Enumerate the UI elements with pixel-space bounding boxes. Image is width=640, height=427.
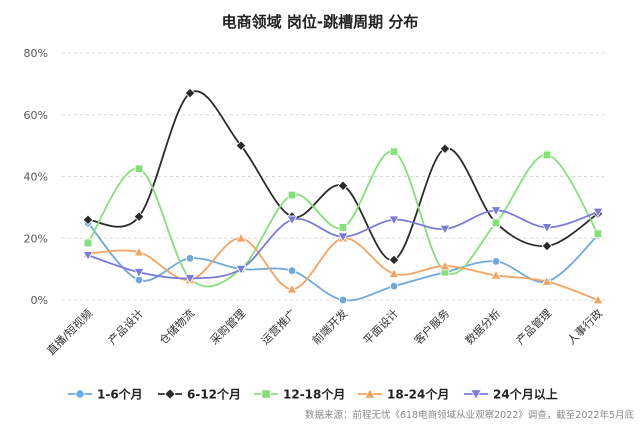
y-tick-label: 0%: [31, 294, 48, 307]
x-tick-label: 采购管理: [207, 306, 248, 347]
data-point: [338, 295, 348, 305]
series-1-6个月: [83, 218, 603, 305]
data-point: [83, 238, 93, 248]
legend-label: 24个月以上: [493, 387, 558, 402]
legend: 1-6个月 6-12个月 12-18个月 18-24个月 24个月以上: [68, 387, 558, 402]
data-point: [388, 268, 400, 278]
legend-label: 18-24个月: [387, 387, 449, 402]
legend-item: 1-6个月: [68, 387, 143, 402]
x-tick-label: 产品设计: [105, 306, 146, 347]
data-point: [541, 240, 553, 252]
data-point: [592, 294, 604, 305]
y-tick-label: 80%: [24, 47, 48, 60]
data-point: [490, 206, 502, 217]
legend-item: 18-24个月: [358, 387, 449, 402]
data-point: [337, 180, 349, 192]
x-tick-label: 客户服务: [411, 306, 452, 347]
data-point: [389, 281, 399, 291]
chart-title: 电商领域 岗位-跳槽周期 分布: [222, 13, 419, 31]
x-tick-label: 人事行政: [564, 306, 605, 347]
data-point: [439, 260, 451, 271]
data-point: [592, 207, 604, 218]
data-point: [286, 283, 298, 294]
data-point: [184, 87, 196, 99]
legend-marker: [75, 389, 85, 399]
series-24个月以上: [82, 206, 604, 285]
data-point: [286, 215, 298, 226]
x-tick-label: 仓储物流: [156, 306, 197, 347]
grid: [62, 52, 604, 301]
legend-label: 12-18个月: [283, 387, 345, 402]
x-tick-label: 平面设计: [361, 307, 401, 347]
series-18-24个月: [82, 232, 604, 305]
legend-marker: [164, 388, 176, 400]
data-point: [337, 232, 349, 243]
legend-marker: [470, 389, 482, 401]
data-point: [491, 218, 501, 228]
data-point: [542, 150, 552, 160]
data-point: [439, 224, 451, 235]
x-axis-ticks: 直播/短视频 产品设计 仓储物流 采购管理 运营推广 前端开发 平面设计 客户服务 数据分析 产品…: [44, 306, 605, 357]
data-point: [133, 211, 145, 223]
legend-item: 24个月以上: [464, 387, 558, 402]
data-point: [338, 223, 348, 232]
data-point: [287, 190, 297, 200]
data-point: [235, 264, 247, 275]
x-tick-label: 前端开发: [309, 306, 350, 347]
y-axis-ticks: 0% 20% 40% 60% 80%: [24, 47, 48, 307]
series-12-18个月: [83, 147, 603, 288]
data-point: [439, 143, 451, 155]
data-point: [134, 164, 144, 173]
data-point: [388, 254, 400, 266]
data-point: [541, 275, 553, 286]
legend-marker: [261, 389, 271, 399]
data-point: [184, 274, 196, 285]
data-point: [490, 269, 502, 280]
data-point: [133, 246, 145, 257]
x-tick-label: 运营推广: [258, 306, 299, 347]
data-point: [491, 257, 501, 266]
y-tick-label: 40%: [24, 171, 48, 184]
series-lines: [82, 87, 604, 305]
data-point: [388, 215, 400, 226]
data-point: [593, 229, 603, 238]
data-point: [235, 140, 247, 151]
data-point: [185, 254, 195, 263]
y-tick-label: 60%: [24, 109, 48, 122]
x-tick-label: 直播/短视频: [44, 306, 95, 357]
legend-marker: [364, 387, 376, 399]
data-point: [82, 214, 94, 226]
data-point: [389, 147, 399, 156]
x-tick-label: 产品管理: [513, 306, 554, 347]
source-note: 数据来源：前程无忧《618电商领域从业观察2022》调查，截至2022年5月底: [305, 409, 635, 421]
legend-item: 6-12个月: [158, 387, 241, 402]
legend-label: 1-6个月: [97, 387, 143, 402]
series-line: [87, 237, 599, 301]
legend-item: 12-18个月: [254, 387, 345, 402]
x-tick-label: 数据分析: [462, 306, 503, 347]
legend-label: 6-12个月: [187, 387, 241, 402]
data-point: [235, 232, 247, 243]
data-point: [133, 268, 145, 278]
y-tick-label: 20%: [24, 232, 48, 245]
data-point: [287, 266, 297, 275]
data-point: [541, 223, 553, 234]
data-point: [82, 251, 94, 261]
